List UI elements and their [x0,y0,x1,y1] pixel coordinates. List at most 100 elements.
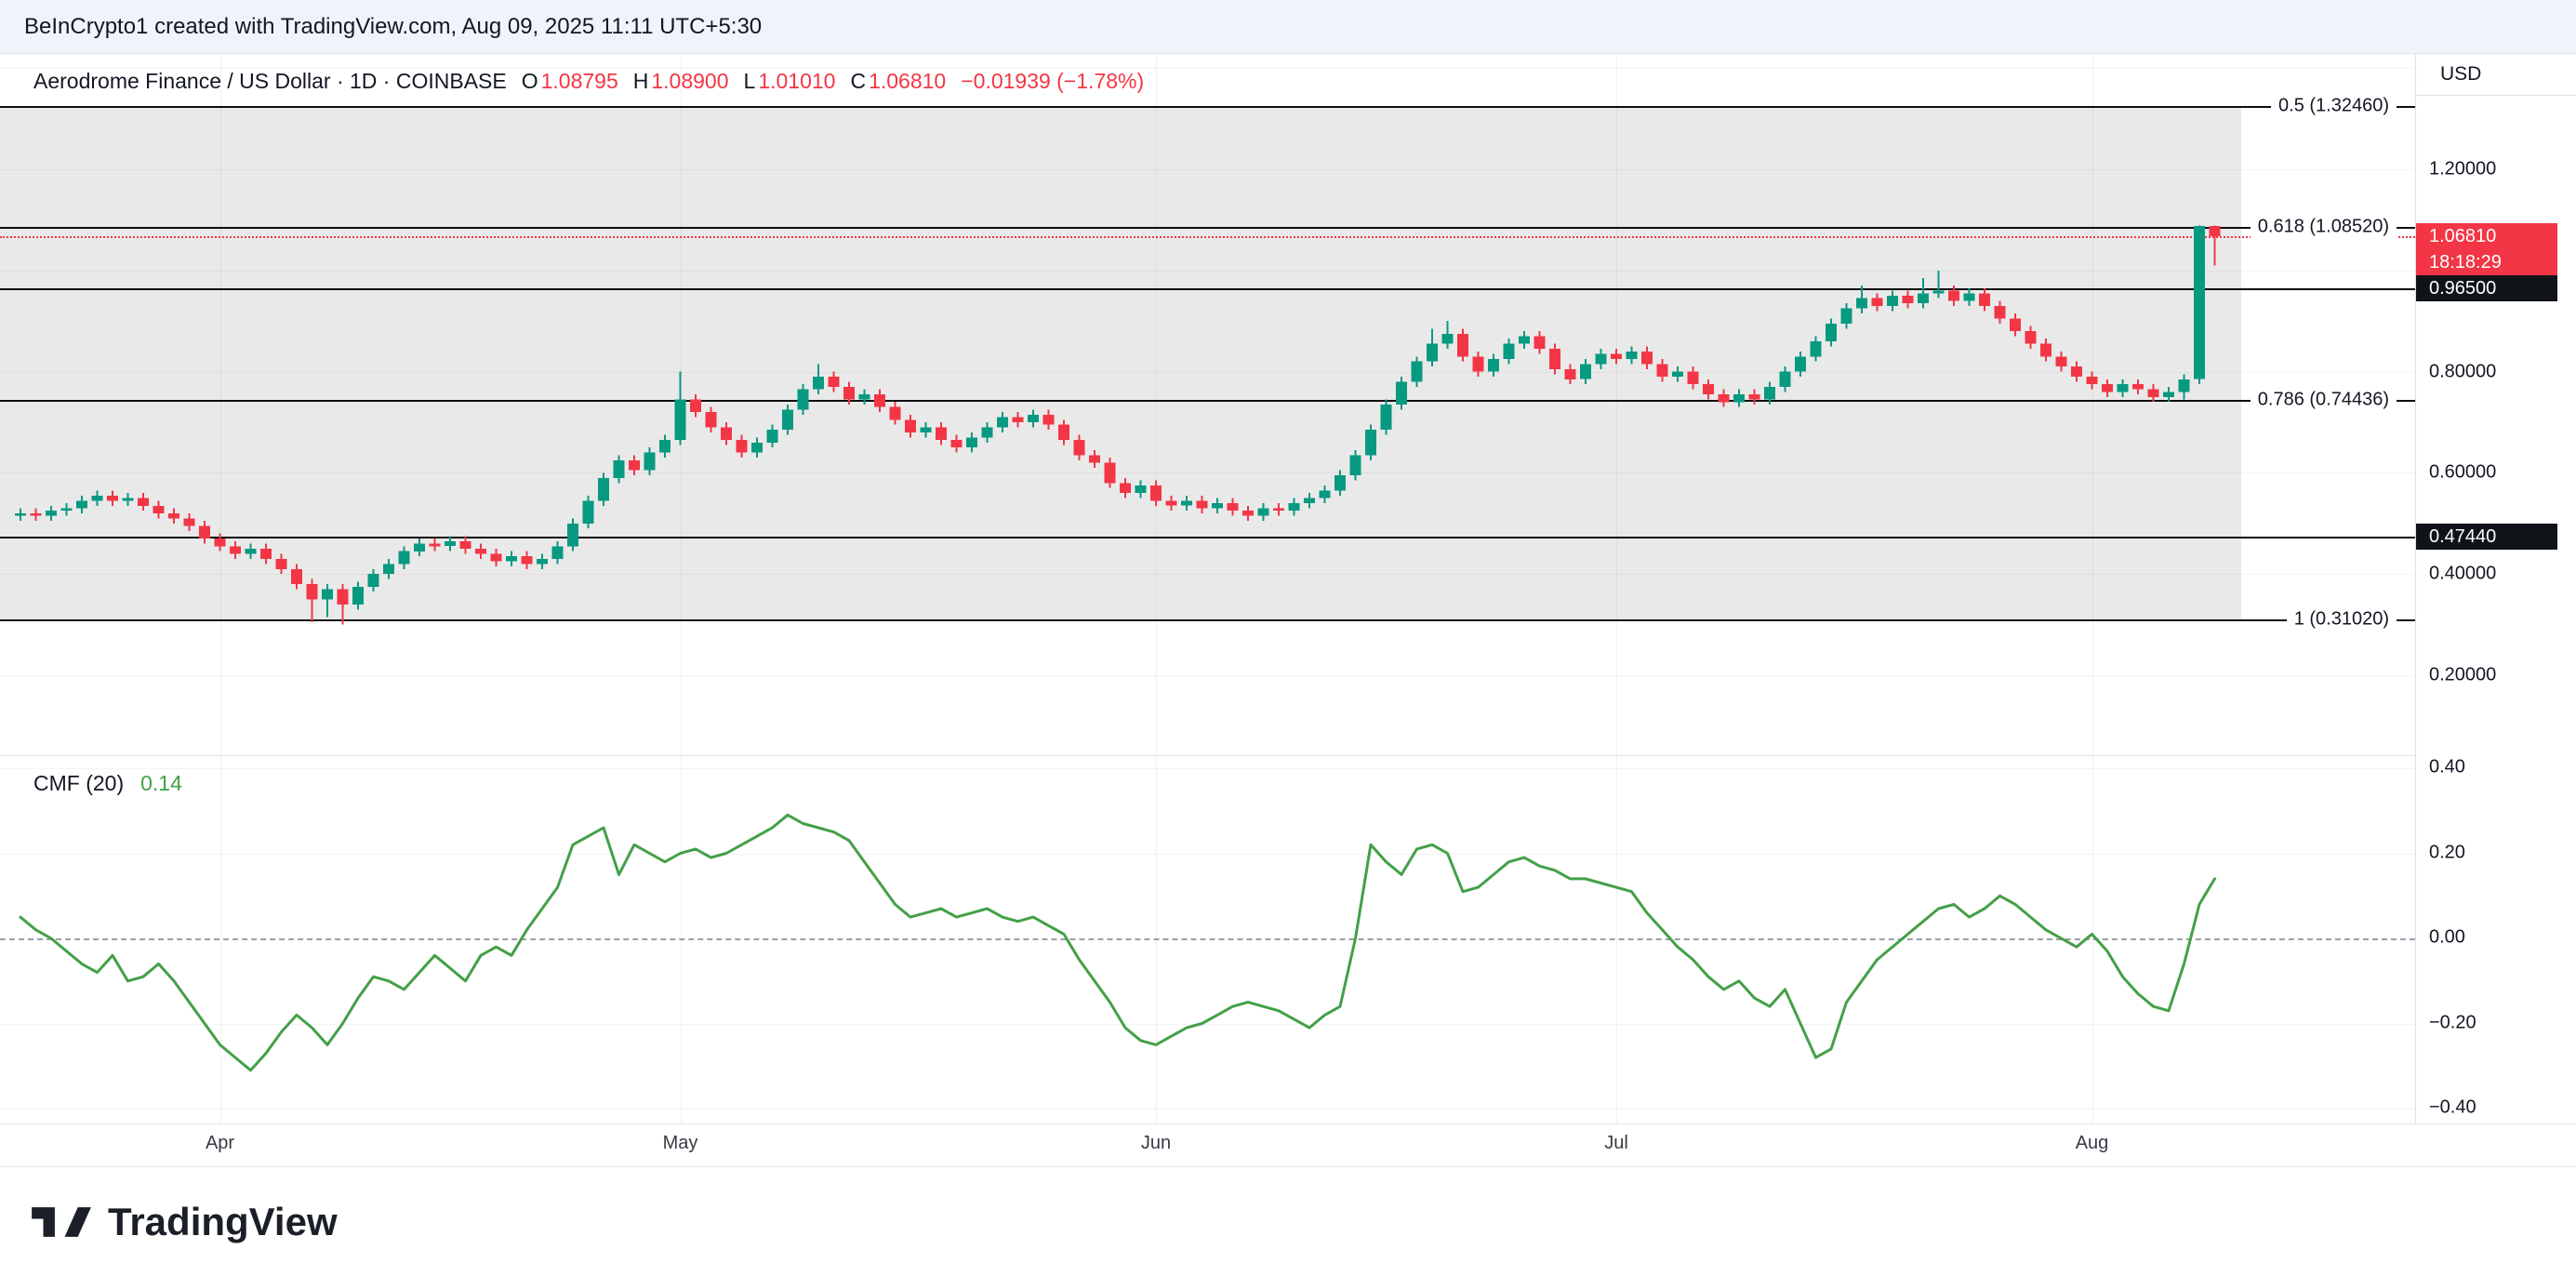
horizontal-line [0,536,2415,538]
candle [1472,351,1484,377]
candle [1334,470,1346,496]
candle [1150,480,1162,506]
candle [997,412,1008,432]
candle [1411,356,1423,387]
candle [1549,343,1560,375]
candle [1042,409,1055,431]
grid-line-vertical [219,54,221,755]
grid-line-horizontal [0,472,2415,474]
candle [1687,366,1699,390]
high-value: 1.08900 [651,69,729,93]
price-level-badge: 0.96500 [2416,274,2557,301]
candle [1856,286,1867,313]
candle [1718,389,1730,407]
chart-legend: Aerodrome Finance / US Dollar · 1D · COI… [33,69,1144,94]
candle [1795,351,1806,377]
current-price-badge: 1.06810 18:18:29 [2416,222,2557,275]
candle [2025,326,2037,350]
cmf-polyline [19,813,2216,1072]
cmf-tick-label: −0.20 [2429,1012,2476,1032]
cmf-pane[interactable]: CMF (20) 0.14 [0,755,2415,1124]
candle [2147,384,2159,403]
candle [1703,379,1714,400]
candle [2071,361,2082,382]
low-label: L [743,69,756,93]
grid-line-horizontal [0,68,2415,70]
candle [613,455,625,484]
candle [1488,353,1499,377]
tradingview-logo[interactable]: TradingView [32,1200,338,1244]
candle [367,568,379,592]
candle [736,434,748,459]
cmf-legend: CMF (20) 0.14 [33,771,182,796]
candle [950,434,963,453]
grid-line-horizontal [0,371,2415,373]
close-label: C [850,69,867,93]
footer: TradingView [0,1166,2576,1276]
grid-line-horizontal [0,1023,2415,1025]
candle [1012,412,1024,428]
candle [889,402,901,425]
candle [1810,336,1822,362]
price-pane[interactable]: Aerodrome Finance / US Dollar · 1D · COI… [0,54,2415,755]
candle [721,422,732,445]
candle [920,422,932,438]
time-axis[interactable]: Apr May Jun Jul Aug [0,1123,2576,1166]
month-label: Jun [1140,1133,1172,1153]
candle [1196,495,1208,513]
snapshot-title: BeInCrypto1 created with TradingView.com… [24,13,763,39]
candle [1104,458,1116,488]
grid-line-horizontal [0,1109,2415,1110]
currency-label: USD [2416,54,2576,96]
candle [674,371,686,445]
candle [1181,495,1192,512]
candle [1611,349,1622,365]
candle [2117,379,2129,397]
candle [168,508,179,524]
month-label: Aug [2075,1133,2109,1153]
grid-line-vertical [680,756,682,1124]
candle [797,384,809,415]
candle [1902,290,1914,309]
candle [260,543,272,565]
candle [1028,409,1039,428]
candle [843,381,855,405]
grid-line-vertical [1156,756,1157,1124]
fib-level-line [0,399,2415,402]
candle [199,521,210,544]
current-price-value: 1.06810 [2429,225,2497,246]
candle [1963,287,1975,306]
candle [1427,328,1438,367]
candle [782,405,793,435]
candle [981,422,993,443]
candle [153,500,165,519]
cmf-tick-label: 0.40 [2429,756,2465,778]
price-axis[interactable]: USD 1.20000 0.80000 0.60000 0.40000 0.20000 0… [2415,54,2576,1123]
close-value: 1.06810 [869,69,947,93]
candle [337,584,349,625]
fib-level-label: 0.786 (0.74436) [2250,387,2397,413]
candle [1242,505,1254,522]
candle [1212,498,1223,513]
candle [322,584,333,618]
candle [537,553,548,569]
price-tick-label: 0.20000 [2429,664,2497,685]
grid-line-vertical [2091,756,2093,1124]
fib-retracement-zone [0,106,2241,619]
candle [1733,389,1745,407]
candle [2209,225,2221,266]
grid-line-horizontal [0,675,2415,676]
candle [1503,339,1515,365]
candle [2010,313,2021,337]
horizontal-line [0,287,2415,290]
candle [1534,331,1546,354]
candle [352,581,364,610]
bar-countdown: 18:18:29 [2429,251,2502,272]
candle [46,505,57,522]
candle [1979,287,1990,312]
fib-level-line [0,106,2415,109]
candle [76,495,87,513]
candle [905,414,916,438]
grid-line-horizontal [0,169,2415,170]
open-label: O [521,69,538,93]
